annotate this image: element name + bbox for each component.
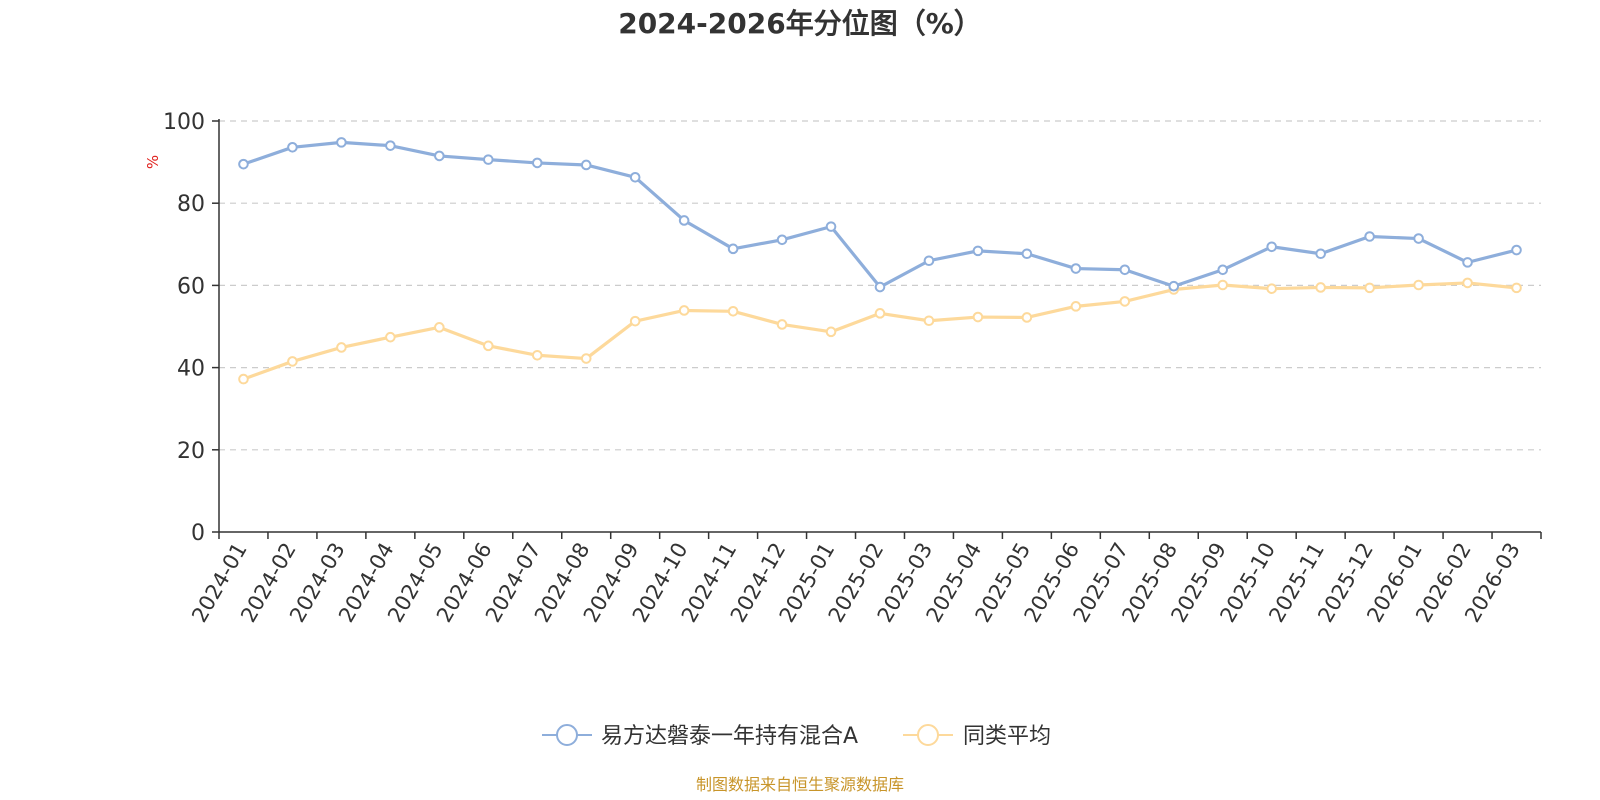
data-point [1315, 248, 1326, 260]
data-point [531, 157, 543, 169]
data-point [385, 140, 396, 151]
data-point [580, 353, 592, 364]
data-point [482, 154, 494, 165]
data-point [1168, 280, 1180, 292]
y-tick-label: 0 [191, 521, 205, 546]
data-point [629, 315, 641, 327]
data-point [629, 172, 641, 183]
data-point [678, 305, 690, 316]
data-point [874, 308, 886, 319]
series-layer [238, 137, 1522, 385]
legend-label-category-average: 同类平均 [963, 724, 1051, 749]
data-point [1266, 241, 1278, 253]
data-point [923, 315, 935, 327]
data-point [1413, 233, 1424, 244]
data-point [336, 137, 347, 148]
legend-swatch-marker [917, 724, 939, 746]
legend: 易方达磐泰一年持有混合A 同类平均 [542, 724, 1051, 749]
data-point [531, 349, 543, 361]
chart-title: 2024-2026年分位图（%） [618, 7, 982, 40]
data-point [972, 245, 984, 257]
axes: 0204060801002024-012024-022024-032024-04… [163, 110, 1542, 626]
y-tick-label: 40 [177, 357, 205, 382]
data-point [1511, 244, 1522, 256]
data-point [825, 326, 837, 338]
data-point [287, 142, 298, 153]
data-point [1021, 312, 1033, 323]
data-point [1217, 264, 1229, 276]
data-point [825, 221, 837, 232]
legend-item-category-average[interactable]: 同类平均 [903, 724, 1051, 749]
y-axis-unit-label: % [144, 155, 162, 169]
data-point [238, 373, 249, 385]
data-point [1217, 279, 1229, 291]
series-line [241, 140, 1519, 289]
data-point [434, 322, 445, 333]
series-primary [238, 137, 1522, 293]
data-point [1511, 282, 1522, 294]
data-point [923, 255, 935, 267]
data-point [1364, 282, 1375, 294]
data-point [1119, 296, 1131, 307]
data-point [678, 215, 690, 226]
y-tick-label: 20 [177, 439, 205, 464]
legend-item-primary[interactable]: 易方达磐泰一年持有混合A [542, 724, 858, 749]
data-point [1315, 282, 1326, 293]
data-point [238, 158, 249, 170]
legend-swatch-marker [556, 724, 578, 746]
data-point [336, 342, 347, 353]
y-tick-label: 100 [163, 110, 205, 135]
data-point [1266, 283, 1278, 294]
data-point [727, 243, 739, 255]
data-point [482, 340, 494, 352]
data-point [1462, 257, 1473, 268]
y-tick-label: 80 [177, 192, 205, 217]
legend-label-primary: 易方达磐泰一年持有混合A [601, 724, 858, 749]
data-point [580, 159, 592, 171]
data-point [1462, 277, 1473, 289]
data-point [1119, 264, 1131, 276]
data-point [434, 150, 445, 162]
data-point [972, 311, 984, 323]
data-point [776, 234, 788, 246]
data-point [874, 281, 886, 293]
data-point [1364, 231, 1375, 242]
data-point [1070, 301, 1082, 312]
data-source-note: 制图数据来自恒生聚源数据库 [696, 775, 904, 794]
data-point [1413, 279, 1424, 291]
series-line [241, 281, 1519, 381]
data-point [1021, 248, 1033, 260]
series-category-average [238, 277, 1522, 385]
y-tick-label: 60 [177, 274, 205, 299]
data-point [287, 356, 298, 367]
data-point [385, 331, 396, 343]
data-point [727, 305, 739, 317]
data-point [1070, 263, 1082, 274]
data-point [776, 319, 788, 330]
